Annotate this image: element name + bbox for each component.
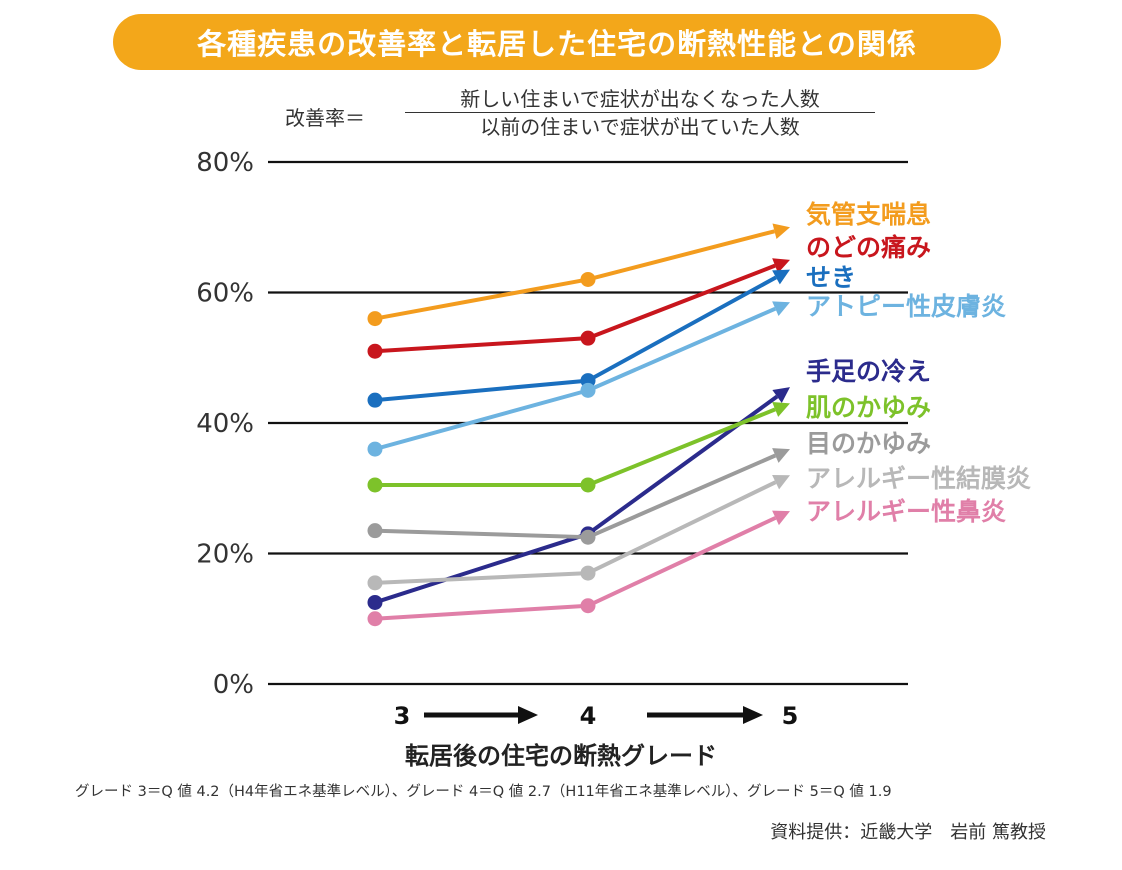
- series-line: [374, 229, 776, 321]
- series-line: [374, 306, 777, 452]
- formula-denominator: 以前の住まいで症状が出ていた人数: [480, 115, 800, 139]
- series-1: [367, 258, 790, 359]
- grade-note: グレード 3＝Q 値 4.2（H4年省エネ基準レベル）、グレード 4＝Q 値 2…: [75, 784, 892, 800]
- data-point: [580, 382, 596, 398]
- data-point: [580, 598, 596, 614]
- formula: 改善率＝ 新しい住まいで症状が出なくなった人数 以前の住まいで症状が出ていた人数: [285, 86, 885, 144]
- data-point: [580, 330, 596, 346]
- series-label: アレルギー性結膜炎: [806, 464, 1031, 493]
- series-6: [367, 448, 790, 545]
- series-4: [367, 387, 790, 610]
- x-axis-label-wrap: 転居後の住宅の断熱グレード: [0, 736, 1122, 771]
- y-tick-label: 60%: [196, 279, 254, 309]
- data-point: [580, 565, 596, 581]
- data-point-arrowhead: [772, 387, 790, 403]
- series-line: [374, 453, 777, 540]
- chart-title: 各種疾患の改善率と転居した住宅の断熱性能との関係: [197, 27, 917, 61]
- series-label: 目のかゆみ: [806, 429, 931, 458]
- series-label: のどの痛み: [806, 233, 931, 262]
- data-point-arrowhead: [772, 510, 790, 526]
- data-point-arrowhead: [772, 223, 790, 239]
- series-label: 肌のかゆみ: [806, 393, 931, 422]
- data-point: [367, 575, 383, 591]
- x-tick-label: 3: [394, 702, 411, 730]
- data-point: [367, 441, 383, 457]
- x-axis-label: 転居後の住宅の断熱グレード: [405, 742, 717, 770]
- data-point: [367, 392, 383, 408]
- data-point: [367, 477, 383, 493]
- series-group: [367, 223, 790, 627]
- formula-lhs: 改善率＝: [285, 106, 365, 130]
- x-arrow-head: [743, 706, 763, 724]
- grid-lines: [268, 160, 908, 686]
- data-point-arrowhead: [772, 301, 790, 317]
- data-point-arrowhead: [772, 448, 790, 463]
- data-point-arrowhead: [772, 258, 790, 274]
- data-point-arrowhead: [772, 269, 790, 285]
- series-5: [367, 401, 790, 493]
- data-point-arrowhead: [772, 474, 790, 490]
- y-tick-label: 40%: [196, 409, 254, 439]
- data-point: [367, 311, 383, 327]
- series-label: 手足の冷え: [806, 357, 931, 386]
- data-point: [367, 611, 383, 627]
- series-labels: 気管支喘息のどの痛みせきアトピー性皮膚炎手足の冷え肌のかゆみ目のかゆみアレルギー…: [806, 200, 1031, 526]
- formula-fraction: 新しい住まいで症状が出なくなった人数 以前の住まいで症状が出ていた人数: [405, 86, 875, 141]
- data-point: [367, 594, 383, 610]
- y-tick-label: 80%: [196, 148, 254, 178]
- x-arrow-head: [518, 706, 538, 724]
- data-point-arrowhead: [772, 401, 790, 417]
- series-8: [367, 510, 790, 627]
- x-axis: 3 4 5: [394, 702, 799, 730]
- series-label: アレルギー性鼻炎: [806, 497, 1006, 526]
- x-tick-label: 5: [782, 702, 799, 730]
- series-label: せき: [806, 263, 856, 292]
- series-label: アトピー性皮膚炎: [806, 292, 1006, 321]
- data-point: [580, 271, 596, 287]
- source-credit: 資料提供：近畿大学 岩前 篤教授: [770, 822, 1046, 843]
- series-3: [367, 301, 790, 457]
- y-axis-ticks: 0% 20% 40% 60% 80%: [196, 148, 254, 700]
- data-point: [580, 477, 596, 493]
- data-point: [367, 523, 383, 539]
- x-tick-label: 4: [580, 702, 597, 730]
- series-label: 気管支喘息: [806, 200, 931, 229]
- series-line: [375, 407, 776, 487]
- data-point: [367, 343, 383, 359]
- series-7: [367, 474, 790, 591]
- y-tick-label: 0%: [213, 670, 254, 700]
- title-banner: 各種疾患の改善率と転居した住宅の断熱性能との関係: [113, 14, 1001, 70]
- series-line: [374, 394, 779, 605]
- y-tick-label: 20%: [196, 540, 254, 570]
- series-0: [367, 223, 790, 327]
- formula-numerator: 新しい住まいで症状が出なくなった人数: [405, 86, 875, 113]
- data-point: [580, 529, 596, 545]
